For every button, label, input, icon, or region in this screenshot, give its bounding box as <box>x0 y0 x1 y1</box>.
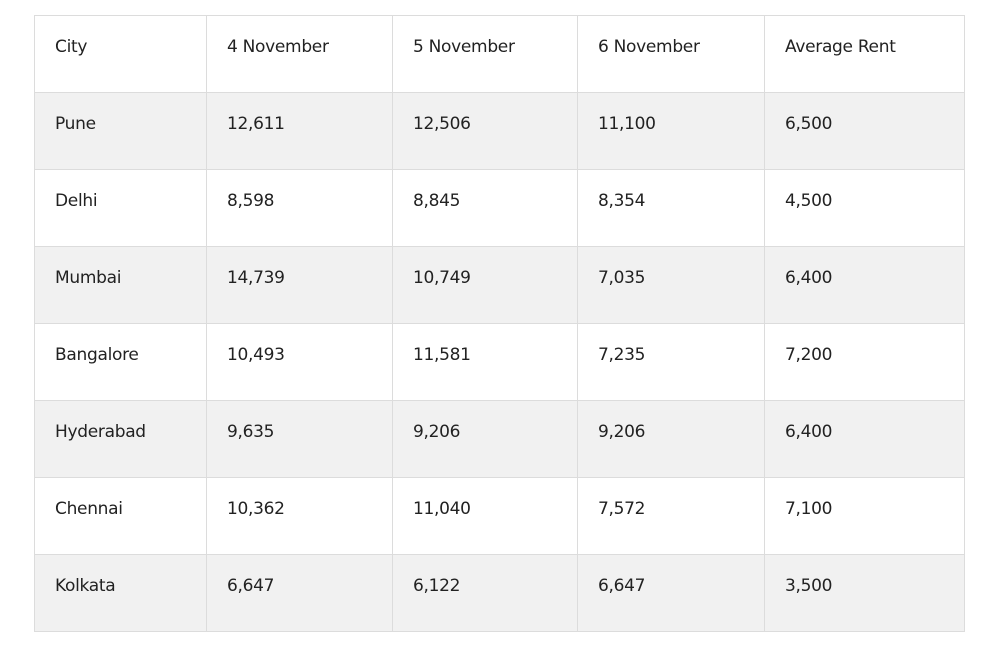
column-header: 5 November <box>392 15 578 93</box>
value-cell: 6,647 <box>206 554 393 632</box>
cell-text: 9,635 <box>227 422 275 442</box>
cell-text: 6,122 <box>413 576 461 596</box>
cell-text: 9,206 <box>598 422 646 442</box>
cell-text: 12,611 <box>227 114 285 134</box>
table-row: Bangalore 10,493 11,581 7,235 7,200 <box>34 323 965 401</box>
cell-text: 7,200 <box>785 345 833 365</box>
cell-text: 11,581 <box>413 345 471 365</box>
cell-text: 6,500 <box>785 114 833 134</box>
value-cell: 8,845 <box>392 169 578 247</box>
table-row: Pune 12,611 12,506 11,100 6,500 <box>34 92 965 170</box>
value-cell: 9,206 <box>392 400 578 478</box>
cell-text: 8,845 <box>413 191 461 211</box>
column-header-label: 6 November <box>598 37 700 57</box>
value-cell: 11,581 <box>392 323 578 401</box>
cell-text: 11,100 <box>598 114 656 134</box>
cell-text: 7,572 <box>598 499 646 519</box>
cell-text: 12,506 <box>413 114 471 134</box>
value-cell: 12,611 <box>206 92 393 170</box>
cell-text: Delhi <box>55 191 98 211</box>
cell-text: 8,598 <box>227 191 275 211</box>
value-cell: 12,506 <box>392 92 578 170</box>
cell-text: 6,647 <box>227 576 275 596</box>
column-header-label: 4 November <box>227 37 329 57</box>
column-header-label: 5 November <box>413 37 515 57</box>
cell-text: 14,739 <box>227 268 285 288</box>
column-header: City <box>34 15 207 93</box>
table-row: Mumbai 14,739 10,749 7,035 6,400 <box>34 246 965 324</box>
value-cell: 6,500 <box>764 92 965 170</box>
cell-text: 8,354 <box>598 191 646 211</box>
city-cell: Delhi <box>34 169 207 247</box>
value-cell: 6,400 <box>764 400 965 478</box>
value-cell: 10,749 <box>392 246 578 324</box>
cell-text: 9,206 <box>413 422 461 442</box>
value-cell: 6,122 <box>392 554 578 632</box>
value-cell: 4,500 <box>764 169 965 247</box>
city-cell: Pune <box>34 92 207 170</box>
value-cell: 7,235 <box>577 323 765 401</box>
value-cell: 7,572 <box>577 477 765 555</box>
value-cell: 9,206 <box>577 400 765 478</box>
table-row: Hyderabad 9,635 9,206 9,206 6,400 <box>34 400 965 478</box>
value-cell: 7,035 <box>577 246 765 324</box>
cell-text: 7,035 <box>598 268 646 288</box>
table-row: Chennai 10,362 11,040 7,572 7,100 <box>34 477 965 555</box>
value-cell: 3,500 <box>764 554 965 632</box>
cell-text: 6,400 <box>785 268 833 288</box>
cell-text: 6,400 <box>785 422 833 442</box>
cell-text: 10,362 <box>227 499 285 519</box>
value-cell: 8,598 <box>206 169 393 247</box>
value-cell: 11,100 <box>577 92 765 170</box>
column-header: Average Rent <box>764 15 965 93</box>
value-cell: 9,635 <box>206 400 393 478</box>
cell-text: Hyderabad <box>55 422 146 442</box>
value-cell: 6,400 <box>764 246 965 324</box>
table-row: Kolkata 6,647 6,122 6,647 3,500 <box>34 554 965 632</box>
value-cell: 10,362 <box>206 477 393 555</box>
cell-text: 10,493 <box>227 345 285 365</box>
value-cell: 7,100 <box>764 477 965 555</box>
cell-text: Bangalore <box>55 345 139 365</box>
cell-text: 7,235 <box>598 345 646 365</box>
value-cell: 11,040 <box>392 477 578 555</box>
rent-table: City 4 November 5 November 6 November Averag… <box>34 15 965 632</box>
header-row: City 4 November 5 November 6 November Averag… <box>34 15 965 93</box>
city-cell: Mumbai <box>34 246 207 324</box>
city-cell: Kolkata <box>34 554 207 632</box>
value-cell: 7,200 <box>764 323 965 401</box>
cell-text: 4,500 <box>785 191 833 211</box>
value-cell: 14,739 <box>206 246 393 324</box>
cell-text: 11,040 <box>413 499 471 519</box>
column-header-label: City <box>55 37 88 57</box>
column-header-label: Average Rent <box>785 37 896 57</box>
cell-text: Mumbai <box>55 268 122 288</box>
cell-text: 6,647 <box>598 576 646 596</box>
cell-text: 10,749 <box>413 268 471 288</box>
column-header: 4 November <box>206 15 393 93</box>
value-cell: 8,354 <box>577 169 765 247</box>
cell-text: Pune <box>55 114 96 134</box>
value-cell: 6,647 <box>577 554 765 632</box>
value-cell: 10,493 <box>206 323 393 401</box>
city-cell: Bangalore <box>34 323 207 401</box>
column-header: 6 November <box>577 15 765 93</box>
cell-text: Kolkata <box>55 576 116 596</box>
city-cell: Hyderabad <box>34 400 207 478</box>
city-cell: Chennai <box>34 477 207 555</box>
cell-text: 7,100 <box>785 499 833 519</box>
table-row: Delhi 8,598 8,845 8,354 4,500 <box>34 169 965 247</box>
cell-text: 3,500 <box>785 576 833 596</box>
cell-text: Chennai <box>55 499 123 519</box>
